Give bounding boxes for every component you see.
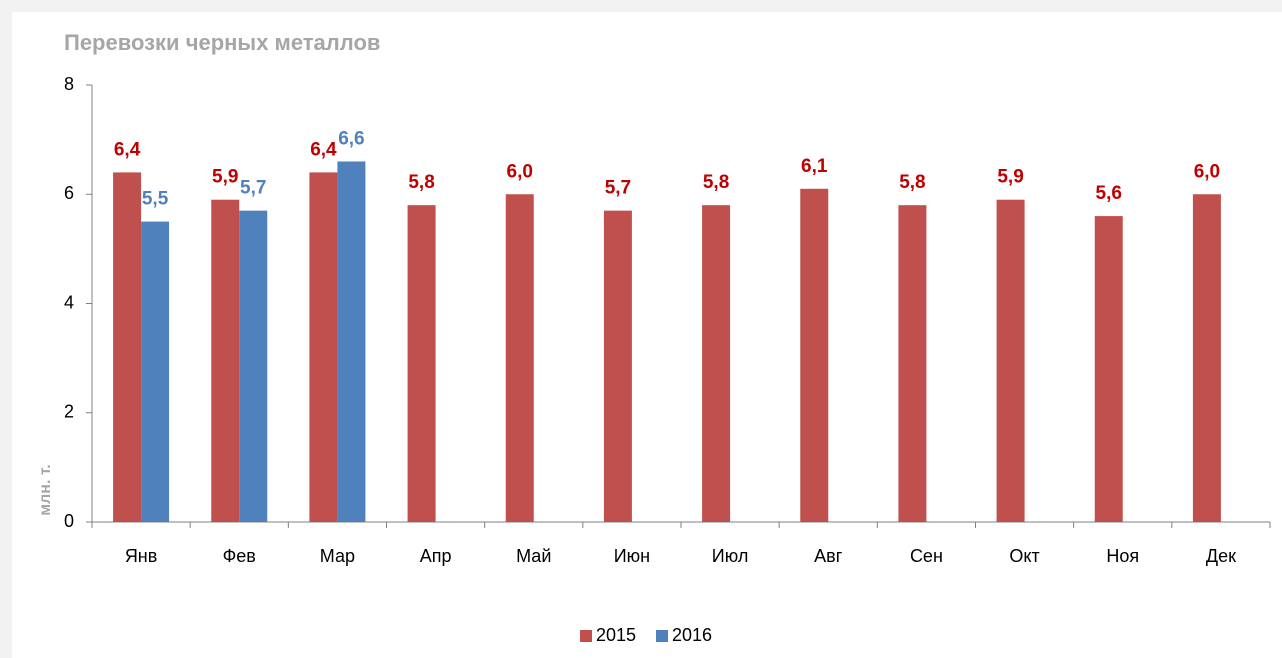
bar xyxy=(141,221,170,522)
legend-label: 2015 xyxy=(596,625,636,645)
data-label: 6,0 xyxy=(1194,161,1220,182)
data-label: 5,5 xyxy=(142,189,169,210)
x-tick-label: Май xyxy=(516,546,551,566)
x-tick-label: Сен xyxy=(910,546,943,566)
x-tick-label: Июн xyxy=(614,546,650,566)
bar xyxy=(211,199,240,522)
x-tick-label: Янв xyxy=(125,546,158,566)
legend-label: 2016 xyxy=(672,625,712,645)
y-axis-label: млн. т. xyxy=(37,464,54,515)
x-tick-label: Ноя xyxy=(1106,546,1139,566)
x-tick-label: Авг xyxy=(814,546,843,566)
x-tick-label: Июл xyxy=(712,546,749,566)
bar xyxy=(407,205,436,523)
data-label: 5,8 xyxy=(899,172,925,193)
y-tick-label: 6 xyxy=(64,183,74,203)
legend-swatch xyxy=(656,630,668,642)
x-tick-label: Мар xyxy=(320,546,355,566)
data-label: 5,7 xyxy=(240,178,266,199)
x-tick-label: Фев xyxy=(223,546,256,566)
data-label: 5,8 xyxy=(408,172,434,193)
data-label: 6,4 xyxy=(114,139,141,160)
bar xyxy=(239,210,268,522)
bar xyxy=(702,205,731,523)
data-label: 6,6 xyxy=(338,128,364,149)
chart-title: Перевозки черных металлов xyxy=(64,30,380,55)
bar xyxy=(996,199,1025,522)
bar xyxy=(337,161,366,522)
data-label: 6,1 xyxy=(801,156,828,177)
x-tick-label: Дек xyxy=(1206,546,1236,566)
data-label: 5,9 xyxy=(997,167,1023,188)
bar xyxy=(1192,194,1221,522)
x-tick-label: Апр xyxy=(420,546,452,566)
data-label: 6,4 xyxy=(310,139,337,160)
y-tick-label: 0 xyxy=(64,511,74,531)
data-label: 5,7 xyxy=(605,178,631,199)
legend-swatch xyxy=(580,630,592,642)
y-tick-label: 8 xyxy=(64,74,74,94)
data-label: 5,8 xyxy=(703,172,729,193)
data-label: 6,0 xyxy=(507,161,533,182)
bar xyxy=(800,188,829,522)
y-tick-label: 4 xyxy=(64,292,74,312)
bar xyxy=(505,194,534,522)
bar xyxy=(309,172,338,522)
bar xyxy=(898,205,927,523)
data-label: 5,6 xyxy=(1096,183,1122,204)
bar xyxy=(603,210,632,522)
bar xyxy=(113,172,142,522)
data-label: 5,9 xyxy=(212,167,238,188)
bar xyxy=(1094,216,1123,522)
y-tick-label: 2 xyxy=(64,402,74,422)
x-tick-label: Окт xyxy=(1009,546,1039,566)
